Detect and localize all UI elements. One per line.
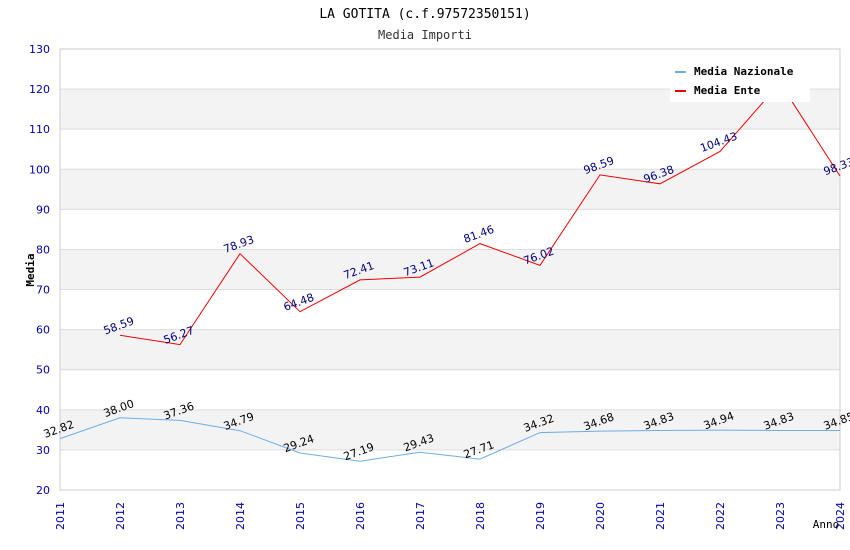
x-tick-label: 2016	[354, 502, 367, 530]
data-label: 81.46	[462, 223, 496, 246]
x-tick-label: 2023	[774, 502, 787, 530]
x-tick-label: 2021	[654, 502, 667, 530]
y-tick-label: 80	[36, 243, 50, 256]
background-band	[60, 329, 840, 370]
y-tick-label: 110	[29, 123, 50, 136]
y-tick-label: 90	[36, 203, 50, 216]
series-line	[119, 82, 841, 346]
y-tick-label: 120	[29, 83, 50, 96]
x-axis-ticks: 2011 2012 2013 2014 2015 2016 2017 2018 2019 2020…	[54, 502, 847, 530]
background-band	[60, 249, 840, 290]
data-label: 104.43	[698, 130, 739, 155]
y-tick-label: 40	[36, 404, 50, 417]
chart-title: LA GOTITA (c.f.97572350151)	[319, 7, 530, 22]
y-axis-label: Media	[24, 253, 37, 286]
x-tick-label: 2020	[594, 502, 607, 530]
legend-label: Media Ente	[694, 84, 761, 97]
legend-label: Media Nazionale	[694, 65, 794, 78]
x-tick-label: 2024	[834, 502, 847, 530]
plot-frame	[59, 48, 841, 491]
series-lines	[59, 82, 841, 462]
background-band	[60, 169, 840, 210]
y-tick-label: 30	[36, 444, 50, 457]
x-tick-label: 2011	[54, 502, 67, 530]
x-axis-label: Anno	[813, 518, 840, 531]
x-tick-label: 2018	[474, 502, 487, 530]
x-tick-label: 2019	[534, 502, 547, 530]
y-tick-label: 130	[29, 43, 50, 56]
chart-subtitle: Media Importi	[378, 28, 472, 42]
y-tick-label: 60	[36, 324, 50, 337]
legend-box	[670, 60, 810, 102]
legend: Media Nazionale Media Ente	[670, 60, 810, 102]
x-tick-label: 2017	[414, 502, 427, 530]
x-tick-label: 2014	[234, 502, 247, 530]
x-tick-label: 2015	[294, 502, 307, 530]
x-tick-label: 2022	[714, 502, 727, 530]
y-axis-ticks: 20 30 40 50 60 70 80 90 100 110 120 130	[29, 43, 50, 497]
y-tick-label: 70	[36, 284, 50, 297]
background-bands	[60, 89, 840, 450]
y-tick-label: 20	[36, 484, 50, 497]
x-tick-label: 2013	[174, 502, 187, 530]
x-tick-label: 2012	[114, 502, 127, 530]
y-tick-label: 100	[29, 163, 50, 176]
y-tick-label: 50	[36, 364, 50, 377]
series-line	[59, 417, 840, 462]
